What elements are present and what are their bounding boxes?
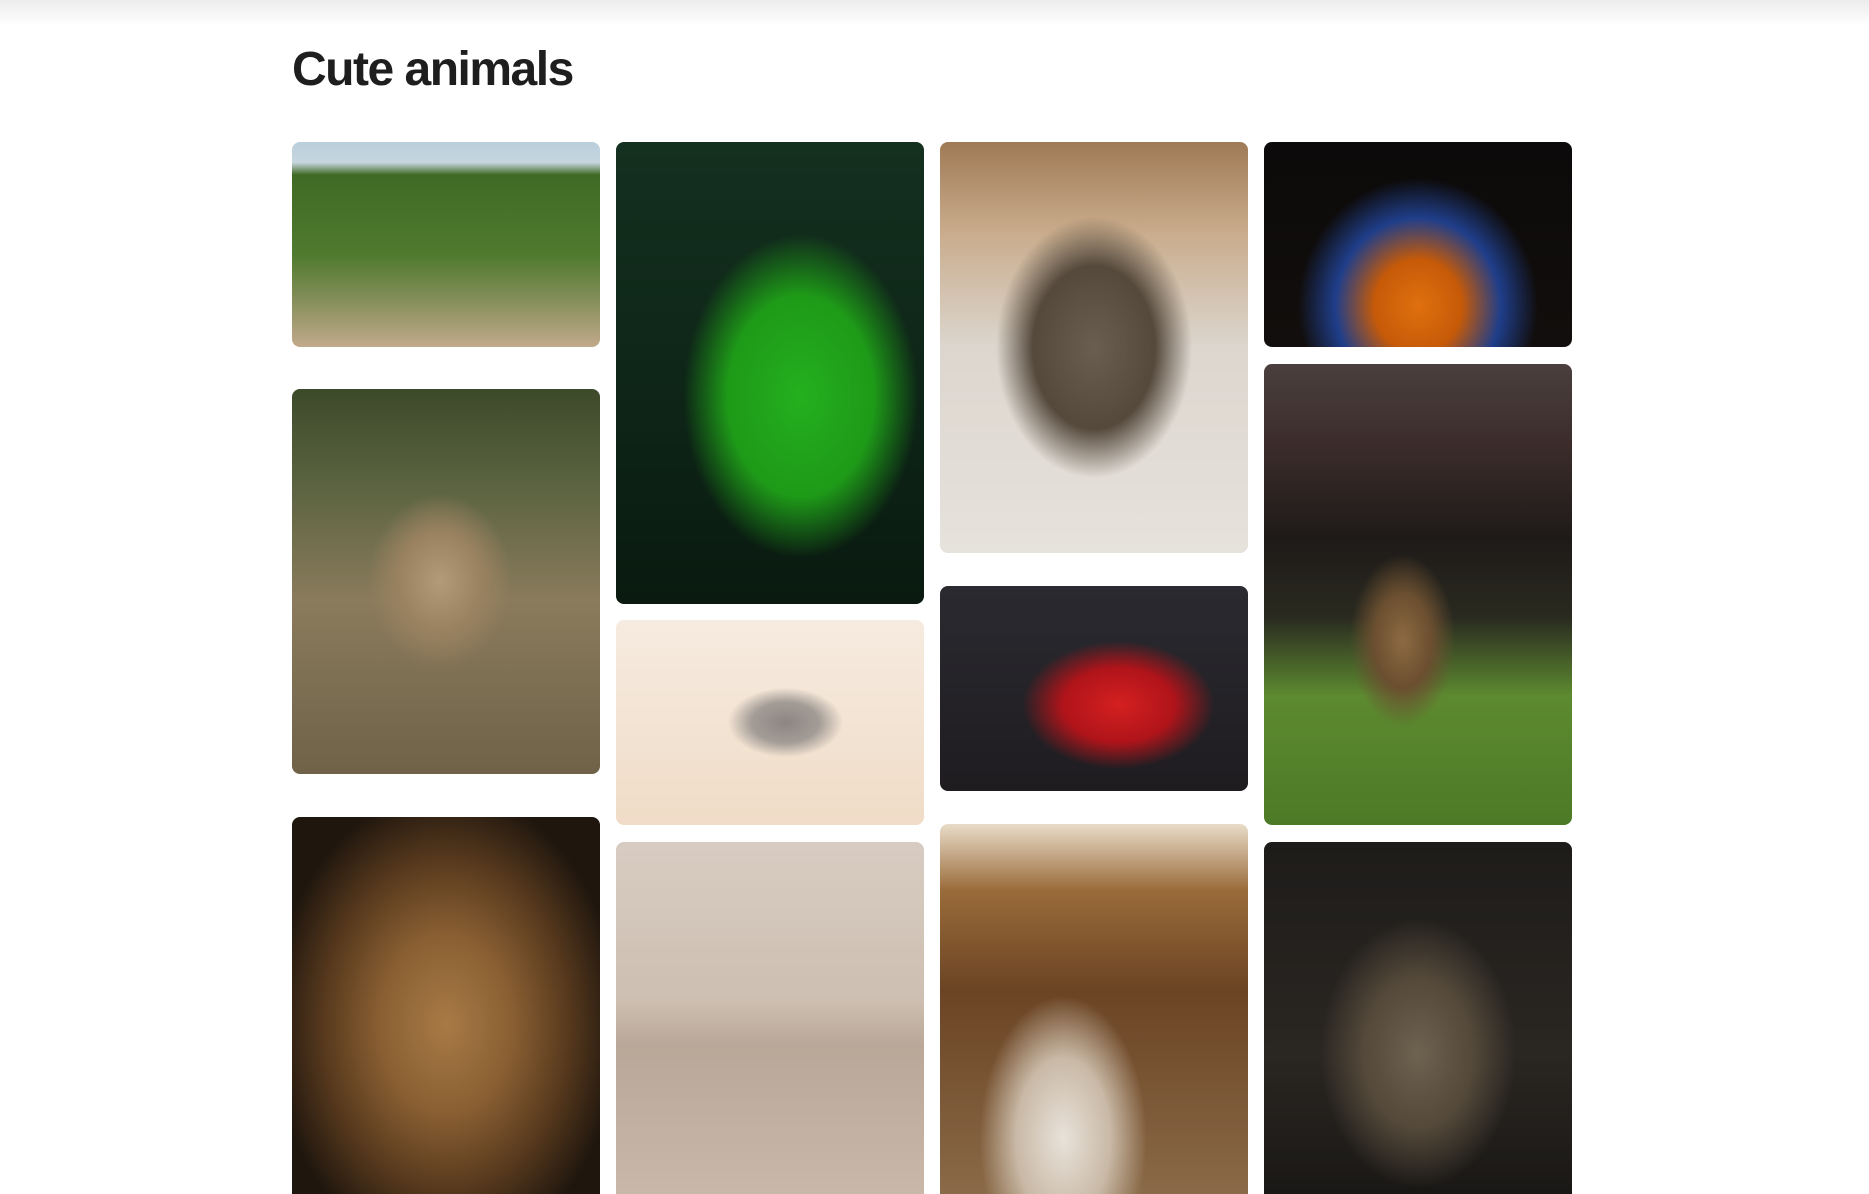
photo-macaw[interactable]: [1264, 142, 1572, 347]
photo-lion[interactable]: [292, 817, 600, 1194]
photo-meerkat[interactable]: [1264, 842, 1572, 1194]
gallery-title: Cute animals: [292, 43, 574, 96]
photo-green-parrot[interactable]: [616, 142, 924, 604]
photo-duck[interactable]: [616, 842, 924, 1194]
photo-yorkie[interactable]: [1264, 364, 1572, 825]
top-shadow: [0, 0, 1869, 26]
photo-coyote[interactable]: [292, 389, 600, 774]
photo-cat[interactable]: [940, 142, 1248, 553]
photo-kitten[interactable]: [940, 824, 1248, 1194]
photo-red-parrot[interactable]: [940, 586, 1248, 791]
photo-elephants[interactable]: [292, 142, 600, 347]
photo-gull[interactable]: [616, 620, 924, 825]
